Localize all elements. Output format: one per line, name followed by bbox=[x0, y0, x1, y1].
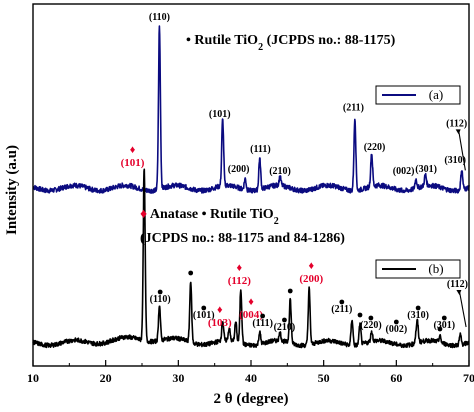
peak-label-b-17: (301) bbox=[433, 320, 455, 331]
x-tick-label: 10 bbox=[27, 371, 39, 385]
peak-label-a-3: (111) bbox=[250, 144, 271, 155]
peak-label-b-0: (101) bbox=[121, 157, 145, 169]
peak-label-b-3: (101) bbox=[193, 310, 215, 321]
label-arrow bbox=[458, 130, 466, 171]
x-tick-label: 60 bbox=[390, 371, 402, 385]
peak-label-a-8: (301) bbox=[415, 164, 437, 175]
anatase-marker: ♦ bbox=[130, 144, 136, 156]
peak-label-arrow-b: (112) bbox=[447, 279, 468, 290]
x-tick-label: 30 bbox=[172, 371, 184, 385]
y-axis-title: Intensity (a.u) bbox=[4, 145, 20, 235]
rutile-marker bbox=[282, 317, 287, 323]
series-line-a bbox=[32, 25, 470, 194]
anatase-marker: ♦ bbox=[309, 260, 315, 272]
rutile-marker bbox=[368, 315, 374, 321]
peak-label-b-14: (002) bbox=[385, 324, 407, 335]
series-heading-b-line-0: ♦ Anatase • Rutile TiO2 bbox=[140, 207, 279, 227]
peak-label-a-9: (310) bbox=[444, 155, 466, 166]
rutile-marker bbox=[441, 315, 447, 321]
peak-label-b-4: (103) bbox=[208, 317, 232, 329]
label-arrow bbox=[458, 290, 467, 328]
peak-label-a-4: (210) bbox=[269, 166, 291, 177]
peak-label-arrow-a: (112) bbox=[446, 118, 467, 129]
peak-label-a-7: (002) bbox=[393, 166, 415, 177]
peak-label-a-5: (211) bbox=[343, 102, 364, 113]
rutile-marker bbox=[201, 305, 207, 311]
peak-label-b-10: (200) bbox=[299, 273, 323, 285]
rutile-marker bbox=[393, 319, 399, 325]
x-tick-label: 50 bbox=[318, 371, 330, 385]
peak-label-b-15: (310) bbox=[407, 310, 429, 321]
rutile-marker bbox=[287, 288, 293, 294]
peak-label-a-0: (110) bbox=[149, 12, 170, 23]
plot-area bbox=[32, 25, 470, 349]
rutile-marker bbox=[415, 305, 421, 311]
peak-label-b-5: (004) bbox=[239, 309, 263, 321]
peak-label-b-13: (220) bbox=[360, 320, 382, 331]
peak-label-b-11: (211) bbox=[331, 304, 352, 315]
axes: 10 20 30 40 50 60 70 bbox=[27, 3, 474, 385]
series-heading-a-line-0: • Rutile TiO2 (JCPDS no.: 88-1175) bbox=[186, 33, 396, 53]
legend-box-b bbox=[375, 259, 461, 279]
rutile-marker bbox=[357, 312, 363, 318]
annotations: (110)(101)(200)(111)(210)(211)(220)(002)… bbox=[121, 12, 468, 335]
x-tick-label: 40 bbox=[245, 371, 257, 385]
peak-label-b-8: (210) bbox=[274, 322, 296, 333]
rutile-marker bbox=[339, 299, 345, 305]
anatase-marker: ♦ bbox=[217, 304, 223, 316]
rutile-marker bbox=[188, 270, 194, 276]
anatase-marker: ♦ bbox=[248, 296, 254, 308]
legend-box-a bbox=[375, 85, 461, 105]
rutile-marker bbox=[157, 289, 163, 295]
arrow-head bbox=[455, 129, 461, 135]
series-line-b bbox=[32, 168, 470, 349]
peak-label-a-2: (200) bbox=[228, 164, 250, 175]
peak-label-b-6: (112) bbox=[228, 275, 252, 287]
x-axis-title: 2 θ (degree) bbox=[213, 391, 288, 407]
anatase-marker: ♦ bbox=[237, 262, 243, 274]
series-heading-b-line-1: (JCPDS no.: 88-1175 and 84-1286) bbox=[140, 231, 345, 246]
legend-label-b: (b) bbox=[428, 261, 443, 276]
arrow-head bbox=[456, 290, 462, 295]
peak-label-a-6: (220) bbox=[364, 142, 386, 153]
peak-label-a-1: (101) bbox=[209, 109, 231, 120]
x-tick-label: 70 bbox=[463, 371, 474, 385]
peak-label-b-1: (110) bbox=[150, 294, 171, 305]
rutile-marker bbox=[260, 313, 266, 319]
peak-label-b-7: (111) bbox=[252, 318, 273, 329]
legend-label-a: (a) bbox=[429, 87, 443, 102]
x-tick-label: 20 bbox=[100, 371, 112, 385]
rutile-marker bbox=[437, 326, 443, 332]
